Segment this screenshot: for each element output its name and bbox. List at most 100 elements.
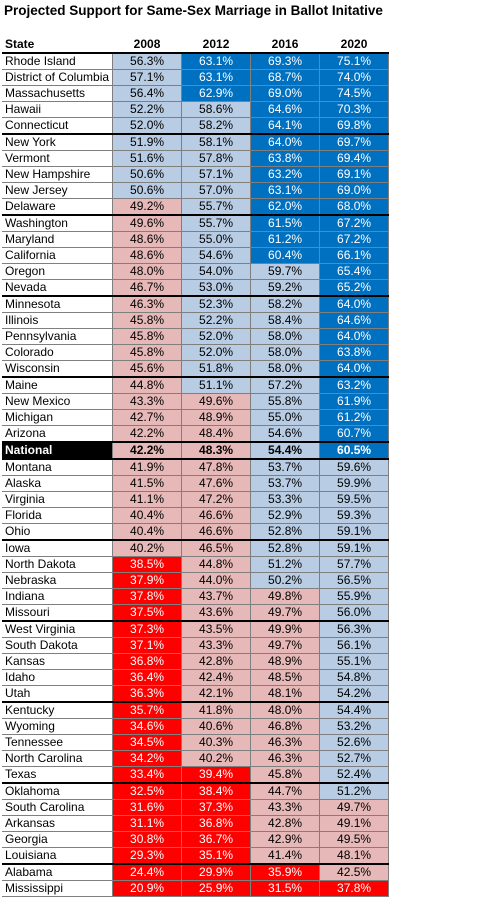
table-row: Louisiana 29.3% 35.1% 41.4% 48.1% [2, 847, 390, 865]
value-cell: 64.6% [250, 101, 321, 118]
value-cell: 64.1% [250, 117, 321, 135]
support-table: State 2008 2012 2016 2020 Rhode Island 56.3% 63… [2, 37, 390, 897]
value-cell: 50.6% [112, 166, 183, 183]
state-cell: Ohio [2, 523, 114, 541]
value-cell: 59.7% [250, 263, 321, 280]
value-cell: 52.3% [181, 295, 252, 313]
value-cell: 64.0% [319, 360, 390, 378]
value-cell: 32.5% [112, 782, 183, 800]
value-cell: 56.5% [319, 572, 390, 589]
value-cell: 69.7% [319, 133, 390, 151]
value-cell: 54.6% [250, 425, 321, 443]
value-cell: 42.4% [181, 669, 252, 686]
value-cell: 41.4% [250, 847, 321, 865]
table-row: New Hampshire 50.6% 57.1% 63.2% 69.1% [2, 166, 390, 183]
table-row: New Jersey 50.6% 57.0% 63.1% 69.0% [2, 182, 390, 199]
state-cell: Arkansas [2, 815, 114, 832]
table-row: Vermont 51.6% 57.8% 63.8% 69.4% [2, 150, 390, 167]
value-cell: 40.3% [181, 734, 252, 751]
value-cell: 55.7% [181, 214, 252, 232]
value-cell: 58.0% [250, 328, 321, 345]
value-cell: 56.3% [112, 52, 183, 70]
value-cell: 36.4% [112, 669, 183, 686]
table-row: New York 51.9% 58.1% 64.0% 69.7% [2, 133, 390, 151]
value-cell: 47.8% [181, 458, 252, 476]
value-cell: 42.9% [250, 831, 321, 848]
value-cell: 57.7% [319, 556, 390, 573]
state-cell: Texas [2, 766, 114, 784]
state-cell: Utah [2, 685, 114, 703]
state-cell: Wyoming [2, 718, 114, 735]
value-cell: 31.6% [112, 799, 183, 816]
value-cell: 54.8% [319, 669, 390, 686]
value-cell: 52.0% [181, 344, 252, 361]
value-cell: 45.6% [112, 360, 183, 378]
value-cell: 48.9% [250, 653, 321, 670]
table-row: Nebraska 37.9% 44.0% 50.2% 56.5% [2, 572, 390, 589]
state-cell: Kansas [2, 653, 114, 670]
value-cell: 46.5% [181, 539, 252, 557]
value-cell: 48.9% [181, 409, 252, 426]
value-cell: 54.4% [250, 441, 321, 460]
value-cell: 65.4% [319, 263, 390, 280]
table-row: Iowa 40.2% 46.5% 52.8% 59.1% [2, 539, 390, 557]
value-cell: 63.1% [250, 182, 321, 199]
value-cell: 36.8% [181, 815, 252, 832]
state-cell: Pennsylvania [2, 328, 114, 345]
value-cell: 52.8% [250, 523, 321, 541]
value-cell: 43.7% [181, 588, 252, 605]
state-cell: Oregon [2, 263, 114, 280]
value-cell: 64.0% [250, 133, 321, 151]
value-cell: 49.7% [250, 604, 321, 622]
state-cell: Delaware [2, 198, 114, 216]
table-row: Massachusetts 56.4% 62.9% 69.0% 74.5% [2, 85, 390, 102]
table-row: Pennsylvania 45.8% 52.0% 58.0% 64.0% [2, 328, 390, 345]
state-cell: Michigan [2, 409, 114, 426]
value-cell: 49.7% [319, 799, 390, 816]
value-cell: 34.6% [112, 718, 183, 735]
value-cell: 49.1% [319, 815, 390, 832]
state-cell: National [2, 441, 114, 460]
value-cell: 57.0% [181, 182, 252, 199]
state-cell: Massachusetts [2, 85, 114, 102]
value-cell: 62.0% [250, 198, 321, 216]
value-cell: 53.3% [250, 491, 321, 508]
value-cell: 42.5% [319, 863, 390, 881]
table-row: Alaska 41.5% 47.6% 53.7% 59.9% [2, 475, 390, 492]
value-cell: 44.8% [112, 376, 183, 394]
state-cell: Rhode Island [2, 52, 114, 70]
table-row: Oregon 48.0% 54.0% 59.7% 65.4% [2, 263, 390, 280]
value-cell: 43.3% [112, 393, 183, 410]
state-cell: Alabama [2, 863, 114, 881]
table-row: Nevada 46.7% 53.0% 59.2% 65.2% [2, 279, 390, 297]
value-cell: 47.6% [181, 475, 252, 492]
value-cell: 64.0% [319, 328, 390, 345]
header-row: State 2008 2012 2016 2020 [2, 37, 389, 54]
value-cell: 59.2% [250, 279, 321, 297]
value-cell: 48.0% [112, 263, 183, 280]
value-cell: 52.2% [181, 312, 252, 329]
value-cell: 39.4% [181, 766, 252, 784]
column-header: 2016 [250, 37, 320, 54]
table-row: Utah 36.3% 42.1% 48.1% 54.2% [2, 685, 390, 703]
table-row: North Dakota 38.5% 44.8% 51.2% 57.7% [2, 556, 390, 573]
value-cell: 58.1% [181, 133, 252, 151]
table-row: Maryland 48.6% 55.0% 61.2% 67.2% [2, 231, 390, 248]
value-cell: 75.1% [319, 52, 390, 70]
value-cell: 46.6% [181, 507, 252, 524]
table-row: Colorado 45.8% 52.0% 58.0% 63.8% [2, 344, 390, 361]
state-cell: South Carolina [2, 799, 114, 816]
table-row: Mississippi 20.9% 25.9% 31.5% 37.8% [2, 880, 390, 897]
value-cell: 48.6% [112, 247, 183, 264]
value-cell: 41.9% [112, 458, 183, 476]
state-cell: Florida [2, 507, 114, 524]
value-cell: 37.8% [319, 880, 390, 897]
table-row: Washington 49.6% 55.7% 61.5% 67.2% [2, 214, 390, 232]
value-cell: 55.9% [319, 588, 390, 605]
state-cell: Washington [2, 214, 114, 232]
value-cell: 46.7% [112, 279, 183, 297]
value-cell: 31.1% [112, 815, 183, 832]
value-cell: 42.8% [250, 815, 321, 832]
table-row: Arkansas 31.1% 36.8% 42.8% 49.1% [2, 815, 390, 832]
value-cell: 58.2% [181, 117, 252, 135]
